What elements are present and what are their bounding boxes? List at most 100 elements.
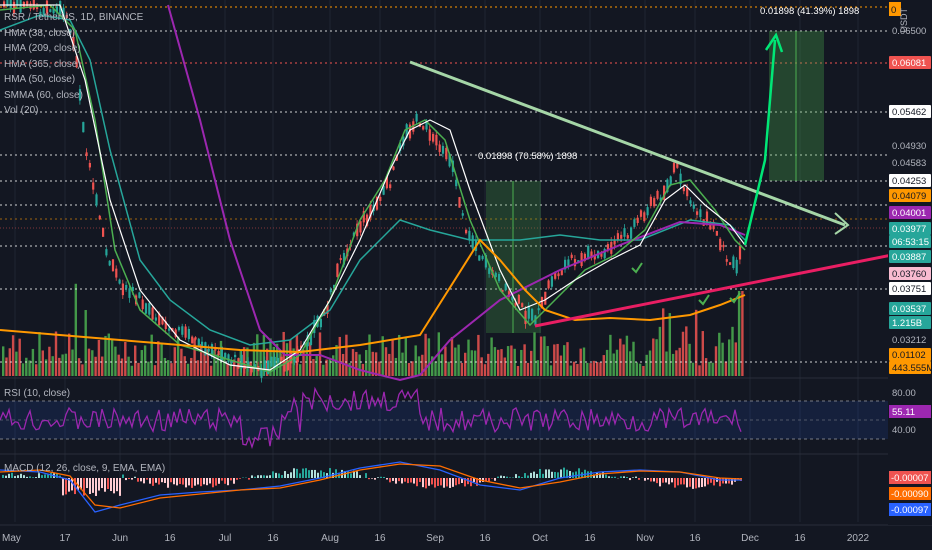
projection-path	[743, 39, 777, 246]
candle-body	[108, 260, 111, 266]
price-scale[interactable]: 0.06500 0.06081 0.05462 0.04930 0.04583 0.042…	[888, 0, 932, 525]
volume-bar	[388, 353, 391, 376]
candle-body	[471, 235, 474, 249]
volume-bar	[153, 365, 157, 376]
volume-bar	[196, 360, 200, 376]
macd-histogram-bar	[497, 476, 499, 478]
time-tick-label: 16	[374, 533, 386, 544]
candle-body	[626, 235, 629, 239]
rsi-pane[interactable]	[0, 386, 888, 450]
legend-hma38[interactable]: HMA (38, close)	[4, 27, 76, 39]
candle-body	[603, 248, 606, 259]
candle-body	[630, 227, 633, 239]
macd-histogram-bar	[272, 471, 274, 478]
price-label: 0.04079	[892, 191, 926, 202]
volume-bar	[209, 365, 213, 376]
price-badge	[889, 302, 931, 315]
check-mark	[631, 262, 643, 274]
volume-bar	[642, 365, 645, 376]
candle-body	[148, 303, 151, 315]
candle-body	[445, 147, 448, 160]
macd-histogram-bar	[659, 478, 661, 487]
macd-histogram-bar	[128, 478, 130, 480]
candle-body	[504, 283, 507, 291]
legend-smma[interactable]: SMMA (60, close)	[4, 89, 83, 101]
volume-bar	[124, 341, 127, 376]
candle-body	[356, 223, 359, 237]
candle-body	[369, 204, 372, 218]
volume-bar	[503, 357, 506, 376]
legend-hma50[interactable]: HMA (50, close)	[4, 74, 76, 85]
price-pane[interactable]: 0.01898 (41.39%) 1898 0.01898 (70.58%) 18…	[0, 0, 932, 383]
time-tick-label: Sep	[426, 533, 444, 544]
macd-histogram-bar	[506, 476, 508, 478]
macd-histogram-bar	[47, 474, 49, 478]
volume-bar	[718, 332, 721, 376]
macd-histogram-bar	[38, 473, 40, 478]
symbol-title[interactable]: RSR / TetherUS, 1D, BINANCE	[4, 12, 144, 23]
volume-bar	[391, 340, 394, 376]
volume-bar	[662, 308, 665, 376]
macd-histogram-bar	[17, 475, 19, 478]
macd-histogram-bar	[212, 478, 214, 488]
macd-histogram-bar	[221, 478, 223, 481]
macd-scale-label: -0.00090	[891, 489, 929, 500]
price-badge	[889, 206, 931, 219]
rsi-label[interactable]: RSI (10, close)	[4, 388, 71, 399]
candle-body	[679, 173, 682, 185]
macd-badge	[889, 503, 931, 516]
macd-pane[interactable]	[0, 461, 743, 513]
price-badge	[889, 56, 931, 69]
time-tick-label: Jul	[219, 533, 232, 544]
candle-body	[544, 291, 547, 305]
candle-body	[501, 289, 504, 293]
volume-bar	[308, 342, 312, 376]
legend-hma365[interactable]: HMA (365, close)	[4, 58, 81, 70]
macd-histogram-bar	[401, 478, 403, 484]
macd-histogram-bar	[26, 476, 28, 478]
hma50-line	[0, 4, 746, 371]
macd-histogram-bar	[188, 478, 190, 486]
volume-bar	[553, 344, 556, 376]
price-label: 0.04253	[892, 176, 926, 187]
macd-histogram-bar	[62, 478, 64, 496]
volume-bar	[533, 332, 536, 376]
volume-bar	[315, 354, 318, 376]
candle-body	[375, 196, 379, 210]
volume-bar	[365, 350, 368, 376]
candle-body	[719, 238, 722, 251]
time-tick-label: Nov	[636, 533, 654, 544]
volume-bar	[737, 291, 741, 376]
macd-histogram-bar	[326, 473, 328, 478]
candle-body	[260, 368, 263, 378]
candle-body	[128, 288, 131, 298]
macd-histogram-bar	[485, 478, 487, 482]
macd-histogram-bar	[503, 476, 505, 478]
macd-histogram-bar	[548, 469, 550, 478]
candle-body	[478, 255, 481, 261]
candle-body	[210, 344, 214, 358]
volume-bar	[302, 349, 305, 376]
macd-histogram-bar	[419, 478, 421, 482]
volume-bar	[688, 343, 691, 376]
macd-histogram-bar	[314, 469, 316, 478]
candle-body	[560, 270, 563, 276]
volume-bar	[120, 358, 124, 376]
candle-body	[326, 304, 329, 314]
volume-bar	[97, 339, 101, 376]
macd-histogram-bar	[269, 475, 271, 478]
legend-vol[interactable]: Vol (20)	[4, 105, 39, 116]
macd-label[interactable]: MACD (12, 26, close, 9, EMA, EMA)	[4, 463, 166, 474]
volume-bar	[450, 337, 454, 376]
volume-bar	[543, 336, 546, 376]
time-axis[interactable]: May 17 Jun 16 Jul 16 Aug 16 Sep 16 Oct 16 Nov 16 Dec 16…	[0, 526, 932, 550]
candle-body	[580, 252, 583, 267]
candle-body	[517, 294, 520, 304]
candle-body	[323, 309, 326, 316]
candle-body	[705, 211, 709, 224]
volume-bar	[480, 357, 483, 376]
legend-hma209[interactable]: HMA (209, close)	[4, 43, 81, 54]
candle-body	[639, 210, 643, 217]
price-label: 1.215B	[892, 318, 922, 329]
